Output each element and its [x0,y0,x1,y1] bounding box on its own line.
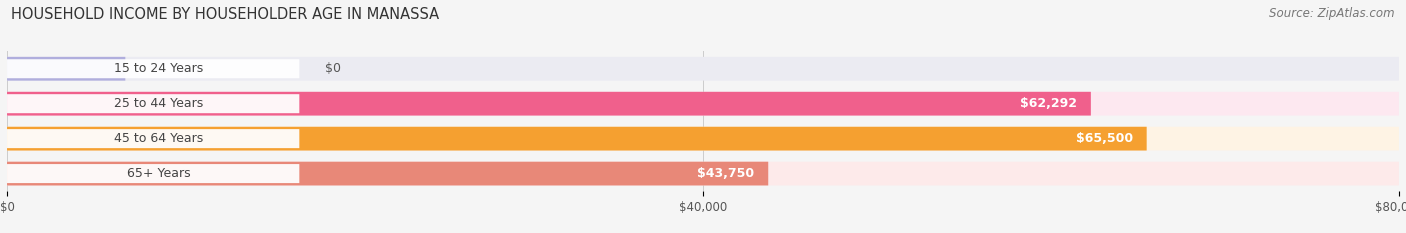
Text: $65,500: $65,500 [1076,132,1133,145]
FancyBboxPatch shape [7,127,1399,151]
FancyBboxPatch shape [7,92,1399,116]
Text: Source: ZipAtlas.com: Source: ZipAtlas.com [1270,7,1395,20]
FancyBboxPatch shape [7,129,299,148]
Text: 25 to 44 Years: 25 to 44 Years [114,97,204,110]
FancyBboxPatch shape [7,162,1399,185]
Text: $62,292: $62,292 [1019,97,1077,110]
FancyBboxPatch shape [7,162,768,185]
FancyBboxPatch shape [7,94,299,113]
FancyBboxPatch shape [7,57,1399,81]
Text: 15 to 24 Years: 15 to 24 Years [114,62,204,75]
Text: $0: $0 [325,62,342,75]
Text: $43,750: $43,750 [697,167,755,180]
FancyBboxPatch shape [7,57,125,81]
FancyBboxPatch shape [7,92,1091,116]
FancyBboxPatch shape [7,59,299,78]
Text: HOUSEHOLD INCOME BY HOUSEHOLDER AGE IN MANASSA: HOUSEHOLD INCOME BY HOUSEHOLDER AGE IN M… [11,7,439,22]
Text: 65+ Years: 65+ Years [127,167,191,180]
FancyBboxPatch shape [7,127,1147,151]
Text: 45 to 64 Years: 45 to 64 Years [114,132,204,145]
FancyBboxPatch shape [7,164,299,183]
